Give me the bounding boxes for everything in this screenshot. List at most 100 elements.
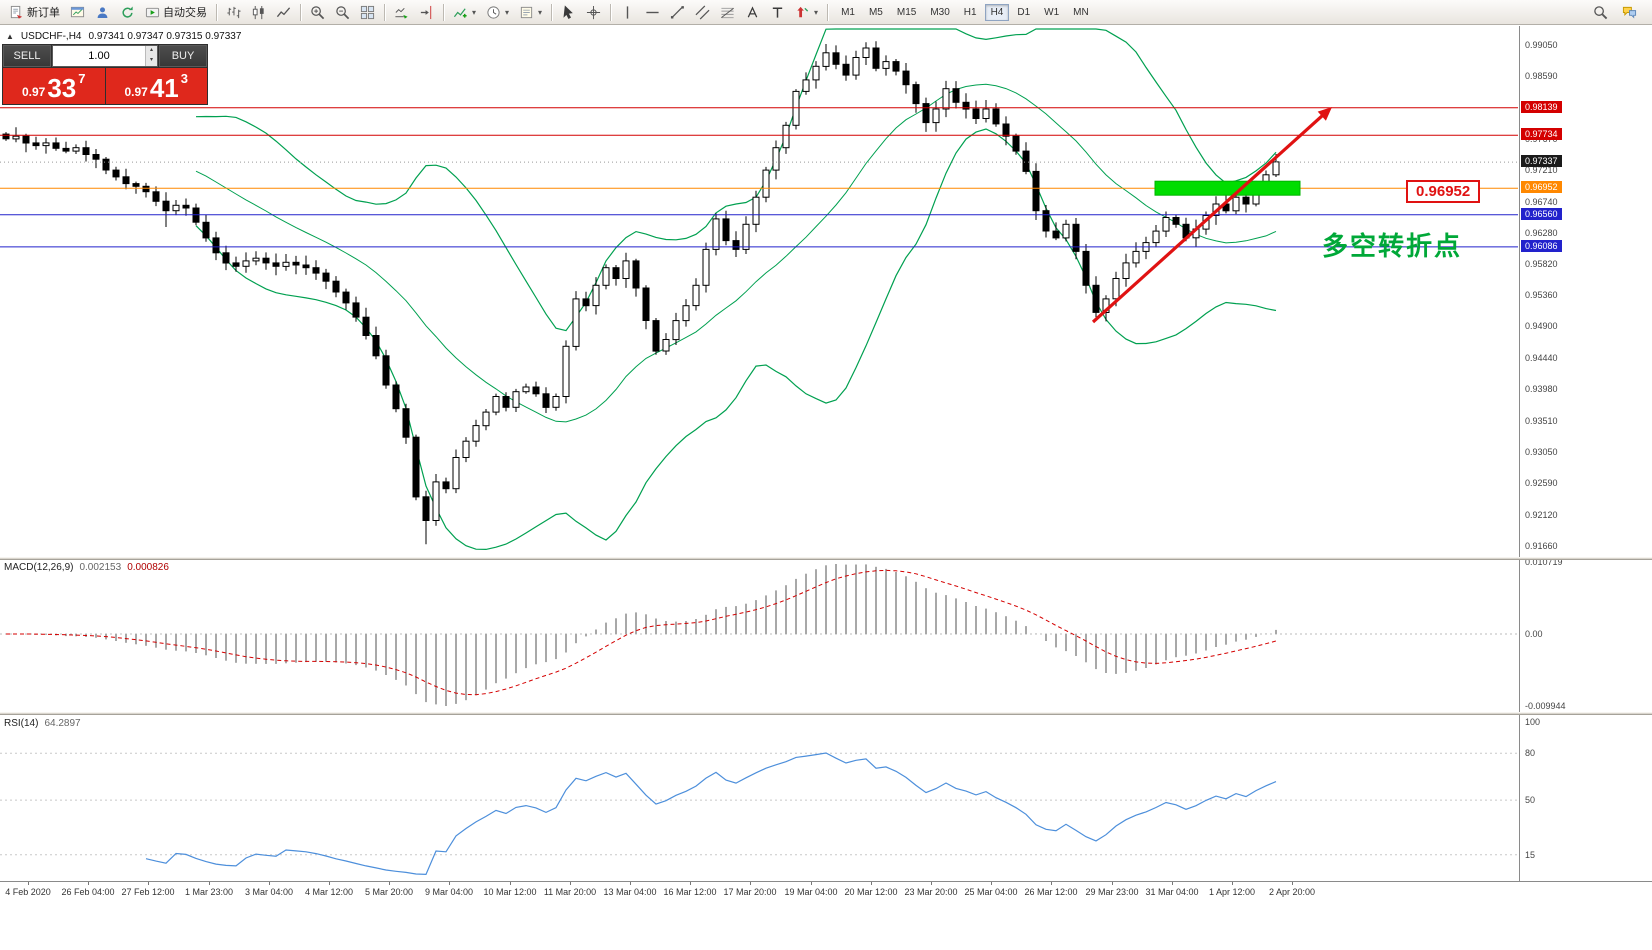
sell-price-main: 33: [47, 73, 77, 103]
crosshair-button[interactable]: [581, 2, 606, 23]
zoom-out-button[interactable]: [330, 2, 355, 23]
trendline-button[interactable]: [665, 2, 690, 23]
periods-button[interactable]: ▾: [481, 2, 514, 23]
equidistant-channel-button[interactable]: [690, 2, 715, 23]
dropdown-arrow-icon: ▾: [472, 7, 477, 17]
time-axis-label: 13 Mar 04:00: [603, 887, 657, 897]
fibonacci-icon: [720, 5, 735, 20]
rsi-axis-tick: 80: [1525, 748, 1536, 758]
time-axis[interactable]: 4 Feb 2020 26 Feb 04:00 27 Feb 12:00 1 Mar …: [0, 881, 1652, 950]
dropdown-arrow-icon: ▾: [538, 7, 543, 17]
time-axis-label: 31 Mar 04:00: [1145, 887, 1199, 897]
buy-price-main: 41: [149, 73, 179, 103]
time-axis-label: 27 Feb 12:00: [121, 887, 175, 897]
chat-icon: [1622, 5, 1637, 20]
templates-button[interactable]: ▾: [514, 2, 547, 23]
horizontal-line-button[interactable]: [640, 2, 665, 23]
time-axis-label: 26 Feb 04:00: [61, 887, 115, 897]
timeframe-m30[interactable]: M30: [930, 6, 950, 18]
price-axis[interactable]: 0.990500.985900.976700.972100.967400.962…: [1519, 26, 1652, 881]
text-label-button[interactable]: [765, 2, 790, 23]
time-axis-tick: [389, 882, 390, 885]
indicators-button[interactable]: ▾: [448, 2, 481, 23]
price-chart-pane[interactable]: ▲ USDCHF-,H4 0.97341 0.97347 0.97315 0.9…: [0, 26, 1518, 557]
macd-panel[interactable]: MACD(12,26,9) 0.002153 0.000826: [0, 560, 1518, 712]
timeframe-m5[interactable]: M5: [868, 6, 883, 18]
one-click-trading-panel: SELL ▴ ▾ BUY 0.97 33 7 0.97 41 3: [2, 44, 208, 105]
macd-axis-tick: 0.010719: [1525, 557, 1563, 567]
time-axis-tick: [1292, 882, 1293, 885]
time-axis-tick: [209, 882, 210, 885]
time-axis-tick: [630, 882, 631, 885]
timeframe-mn[interactable]: MN: [1073, 6, 1089, 18]
price-axis-tick: 0.94900: [1525, 321, 1558, 331]
time-axis-tick: [570, 882, 571, 885]
auto-trading-icon: [145, 5, 160, 20]
timeframe-m1[interactable]: M1: [841, 6, 855, 18]
navigator-button[interactable]: [115, 2, 140, 23]
text-button[interactable]: [740, 2, 765, 23]
pane-splitter[interactable]: [0, 557, 1652, 560]
timeframe-m15[interactable]: M15: [896, 6, 917, 18]
timeframe-h4[interactable]: H4: [984, 3, 1010, 21]
timeframe-w1[interactable]: W1: [1044, 6, 1060, 18]
volume-up-button[interactable]: ▴: [149, 47, 153, 53]
rsi-chart[interactable]: [0, 716, 1518, 881]
price-axis-tick: 0.99050: [1525, 40, 1558, 50]
cursor-icon: [561, 4, 576, 20]
time-axis-label: 26 Mar 12:00: [1024, 887, 1078, 897]
toolbar-separator: [300, 3, 301, 21]
volume-down-button[interactable]: ▾: [149, 57, 153, 63]
buy-button[interactable]: BUY: [159, 45, 207, 67]
chat-button[interactable]: [1617, 2, 1642, 23]
price-axis-tick: 0.91660: [1525, 541, 1558, 551]
vertical-line-button[interactable]: [615, 2, 640, 23]
refresh-icon: [120, 5, 135, 20]
auto-scroll-icon: [394, 5, 409, 20]
pane-splitter[interactable]: [0, 712, 1652, 715]
auto-trading-button[interactable]: 自动交易: [140, 2, 212, 23]
candlestick-chart[interactable]: [0, 26, 1518, 557]
sell-button[interactable]: SELL: [3, 45, 51, 67]
macd-axis-tick: 0.00: [1525, 629, 1543, 639]
turning-point-annotation[interactable]: 多空转折点: [1322, 231, 1463, 261]
tile-windows-button[interactable]: [355, 2, 380, 23]
buy-price-display[interactable]: 0.97 41 3: [105, 68, 207, 104]
dropdown-arrow-icon: ▾: [814, 7, 819, 17]
arrows-button[interactable]: ▾: [790, 2, 823, 23]
line-chart-button[interactable]: [271, 2, 296, 23]
search-button[interactable]: [1588, 2, 1613, 23]
price-axis-tick: 0.92590: [1525, 478, 1558, 488]
toolbar-separator: [551, 3, 553, 21]
bar-chart-button[interactable]: [221, 2, 246, 23]
chart-window-button[interactable]: [65, 2, 90, 23]
timeframe-d1[interactable]: D1: [1017, 6, 1031, 18]
search-icon: [1593, 5, 1608, 20]
fibonacci-button[interactable]: [715, 2, 740, 23]
price-tag-annotation[interactable]: 0.96952: [1406, 180, 1481, 203]
sell-price-display[interactable]: 0.97 33 7: [3, 68, 105, 104]
volume-input[interactable]: [53, 46, 157, 66]
macd-chart[interactable]: [0, 560, 1518, 712]
zoom-out-icon: [335, 5, 350, 20]
new-order-button-label: 新订单: [27, 7, 60, 19]
symbol-ohlc: 0.97341 0.97347 0.97315 0.97337: [88, 31, 242, 42]
rsi-panel[interactable]: RSI(14) 64.2897: [0, 716, 1518, 881]
volume-spinner: ▴ ▾: [145, 46, 157, 66]
cursor-button[interactable]: [556, 2, 581, 23]
price-axis-tick: 0.98590: [1525, 71, 1558, 81]
chart-shift-button[interactable]: [414, 2, 439, 23]
chart-shift-icon: [419, 5, 434, 20]
time-axis-tick: [1051, 882, 1052, 885]
market-watch-button[interactable]: [90, 2, 115, 23]
new-order-button[interactable]: 新订单: [4, 2, 65, 23]
auto-scroll-button[interactable]: [389, 2, 414, 23]
toolbar-separator: [384, 3, 385, 21]
zoom-in-button[interactable]: [305, 2, 330, 23]
macd-signal-value: 0.000826: [127, 562, 169, 573]
time-axis-tick: [811, 882, 812, 885]
sell-price-prefix: 0.97: [21, 85, 46, 99]
timeframe-h1[interactable]: H1: [963, 6, 977, 18]
one-click-collapse-icon[interactable]: ▲: [6, 32, 14, 41]
candlestick-chart-button[interactable]: [246, 2, 271, 23]
